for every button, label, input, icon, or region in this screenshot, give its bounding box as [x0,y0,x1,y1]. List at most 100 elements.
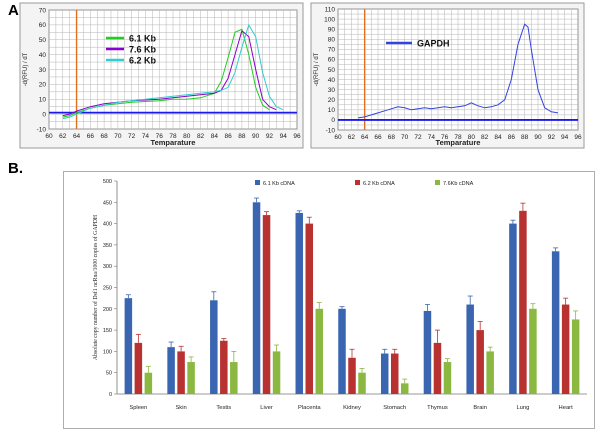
bar [305,223,314,394]
x-tick-label: 92 [266,133,274,140]
x-tick-label: 84 [494,134,502,141]
x-tick-label: 78 [169,133,177,140]
y-tick-label: 300 [103,264,112,270]
y-tick-label: 50 [106,371,112,377]
bar [423,310,432,394]
x-tick-label: 80 [183,133,191,140]
series-line [357,23,559,119]
y-tick-label: 90 [328,26,336,33]
panel-a-label: A. [8,2,23,19]
bar [252,202,261,394]
series-line [62,23,284,120]
y-tick-label: 40 [39,52,47,59]
y-tick-label: 100 [103,349,112,355]
y-tick-label: 0 [109,392,112,398]
y-tick-label: 150 [103,328,112,334]
bar [220,340,228,394]
x-tick-label: 94 [561,134,569,141]
x-tick-label: 84 [211,133,219,140]
bar [400,383,409,394]
y-tick-label: 100 [324,16,335,23]
bar [177,351,185,394]
y-tick-label: 70 [328,47,336,54]
y-tick-label: 50 [39,37,47,44]
y-tick-label: 40 [328,77,336,84]
x-tick-label: 70 [114,133,122,140]
bar [571,319,580,394]
x-tick-label: Testis [216,405,231,411]
bar [134,342,143,394]
y-axis-label: -d(RFU) / dT [314,52,320,86]
x-tick-label: 90 [534,134,542,141]
y-tick-label: 10 [328,107,336,114]
legend-label: 7.6Kb cDNA [443,181,474,187]
x-tick-label: 74 [428,134,436,141]
bar [167,347,175,394]
legend-label: 6.2 Kb [129,56,157,66]
legend-swatch [255,180,260,185]
legend-label: 6.2 Kb cDNA [363,181,395,187]
y-tick-label: 60 [39,22,47,29]
x-tick-label: 88 [238,133,246,140]
x-tick-label: 90 [252,133,260,140]
legend-label: 6.1 Kb cDNA [263,181,295,187]
y-tick-label: 50 [328,67,336,74]
legend-label: 7.6 Kb [129,45,157,55]
y-tick-label: 20 [328,97,336,104]
bar [551,251,560,394]
x-tick-label: 92 [548,134,556,141]
x-tick-label: Heart [559,405,574,411]
x-tick-label: Thymus [427,405,448,411]
bar [529,308,537,394]
melt-curve-chart-left: 60 62 64 66 68 70 72 74 76 78 80 82 84 86 88 90 92 94 96 -1… [19,2,304,149]
x-tick-label: Kidney [343,405,361,411]
bar [124,298,133,394]
x-tick-label: 68 [388,134,396,141]
y-tick-label: 0 [42,111,46,118]
y-tick-label: 30 [39,67,47,74]
y-tick-label: 20 [39,82,47,89]
y-tick-label: 200 [103,307,112,313]
legend-swatch [435,180,440,185]
bar [230,362,238,394]
y-tick-label: 30 [328,87,336,94]
y-tick-label: -10 [37,126,47,133]
expression-bar-chart: 0 50 100 150 200 250 300 350 400 450 500 Absolute c… [63,171,595,429]
x-tick-label: 86 [508,134,516,141]
y-tick-label: 10 [39,97,47,104]
bar [338,308,346,394]
x-tick-label: 60 [45,133,53,140]
legend-swatch [355,180,360,185]
x-axis-label: Temparature [151,138,196,147]
melt-curve-chart-gapdh: 60 62 64 66 68 70 72 74 76 78 80 82 84 86 88 90 92 94 96 -1… [310,2,585,149]
y-tick-label: 250 [103,286,112,292]
x-tick-label: 82 [197,133,205,140]
bar [348,357,356,394]
bar [466,304,474,394]
y-axis-label: Absolute copy number of Dsf1 ncRna/1000 … [92,214,99,360]
panel-b-label: B. [8,160,23,177]
x-tick-label: 66 [87,133,95,140]
y-tick-label: 450 [103,200,112,206]
x-tick-label: 70 [401,134,409,141]
bar [144,372,153,394]
bar [486,351,494,394]
y-tick-label: 70 [39,7,47,14]
x-tick-label: Stomach [383,405,406,411]
bar [315,308,324,394]
bar [509,223,517,394]
bar [561,304,570,394]
bar [358,372,366,394]
bar [210,300,218,394]
x-tick-label: Placenta [298,405,321,411]
x-axis-label: Temparature [436,138,481,147]
x-tick-label: Brain [473,405,487,411]
x-tick-label: 64 [73,133,81,140]
y-tick-label: 60 [328,57,336,64]
x-tick-label: 88 [521,134,529,141]
x-tick-label: 94 [280,133,288,140]
x-tick-label: Spleen [129,405,147,411]
x-tick-label: 64 [361,134,369,141]
x-tick-label: 62 [59,133,67,140]
x-tick-label: 74 [142,133,150,140]
